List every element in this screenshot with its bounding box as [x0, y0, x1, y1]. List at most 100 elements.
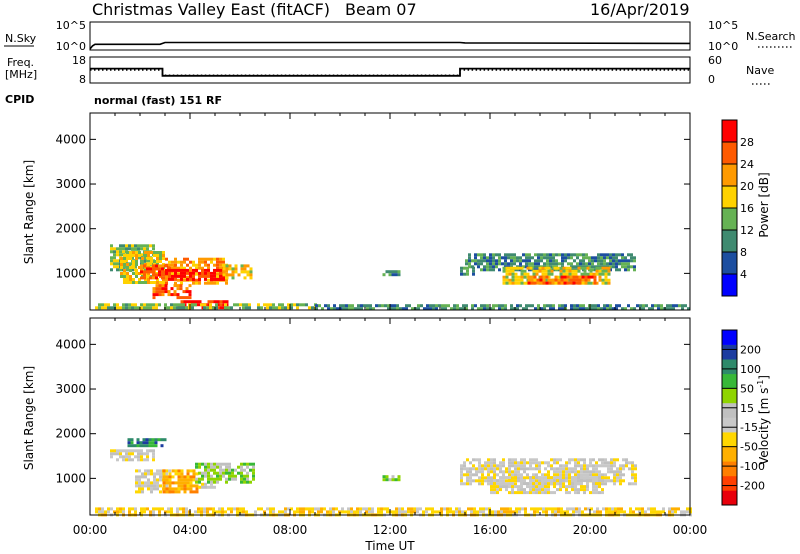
velocity-cell [544, 479, 547, 483]
velocity-cell [125, 455, 128, 459]
power-cell [143, 273, 146, 277]
velocity-cell [228, 471, 231, 475]
velocity-cell [119, 507, 122, 511]
freq-series [90, 67, 690, 77]
power-cell [468, 253, 471, 257]
power-cell [126, 281, 129, 284]
power-cell [170, 287, 174, 291]
velocity-cell [668, 510, 671, 514]
power-cell [192, 274, 195, 278]
velocity-cell [478, 461, 481, 465]
power-cell [207, 300, 211, 304]
velocity-cell [538, 461, 541, 465]
power-cell [269, 306, 272, 310]
velocity-cell [296, 507, 299, 511]
velocity-cell [541, 488, 544, 492]
velocity-cell [499, 476, 502, 480]
velocity-cell [174, 487, 178, 491]
velocity-cell [204, 482, 207, 486]
velocity-cell [119, 510, 122, 514]
power-cell [162, 257, 165, 260]
power-cell [471, 259, 474, 263]
velocity-cell [532, 488, 535, 492]
power-cell [131, 268, 134, 272]
power-cell [161, 276, 164, 280]
velocity-cell [413, 510, 416, 514]
velocity-cell [197, 507, 200, 511]
power-cell [153, 251, 156, 254]
velocity-cell [122, 455, 125, 459]
power-cell [579, 307, 582, 311]
velocity-cell [502, 458, 505, 462]
velocity-cell [127, 444, 131, 448]
velocity-cell [496, 473, 499, 477]
power-cell [540, 253, 543, 257]
power-cell [183, 257, 186, 261]
power-cell [576, 307, 579, 311]
power-cell [207, 266, 210, 270]
velocity-cell [145, 438, 149, 442]
power-cell [189, 277, 192, 281]
velocity-cell [422, 510, 425, 514]
velocity-cell [625, 461, 628, 465]
velocity-cell [547, 491, 550, 495]
velocity-cell [234, 477, 237, 481]
power-cell [480, 256, 483, 260]
power-cell [113, 303, 116, 307]
power-cell [180, 271, 183, 275]
power-cell [213, 263, 216, 267]
power-cell [162, 251, 165, 254]
power-cell [552, 307, 555, 311]
velocity-cell [589, 476, 592, 480]
power-cell [456, 307, 459, 311]
velocity-cell [207, 471, 210, 475]
velocity-cell [488, 507, 491, 511]
velocity-colorbar-segment [722, 373, 737, 389]
velocity-cell [619, 467, 622, 471]
power-cell [435, 307, 438, 311]
velocity-cell [608, 510, 611, 514]
velocity-cell [131, 458, 134, 462]
velocity-cell [622, 458, 625, 462]
power-cell [155, 287, 159, 291]
power-cell [113, 247, 116, 251]
power-cell [152, 306, 155, 310]
velocity-cell [204, 465, 207, 469]
power-cell [153, 281, 156, 284]
power-cell [574, 272, 578, 276]
power-cell [296, 306, 299, 310]
power-cell [595, 272, 599, 276]
power-cell [129, 266, 132, 269]
velocity-colorbar-label: Velocity [m s-1] [756, 375, 771, 465]
velocity-cell [601, 491, 604, 495]
velocity-cell [186, 481, 190, 485]
power-cell [405, 307, 408, 311]
velocity-cell [180, 484, 184, 488]
power-cell [618, 262, 621, 266]
power-cell [228, 273, 232, 277]
velocity-cell [134, 510, 137, 514]
noise-right-bottom-tick: 10^0 [708, 40, 738, 53]
velocity-cell [213, 477, 216, 481]
velocity-cell [401, 510, 404, 514]
velocity-cell [239, 507, 242, 511]
power-cell [143, 276, 146, 280]
velocity-cell [416, 510, 419, 514]
power-cell [104, 303, 107, 307]
velocity-ytick-label: 2000 [55, 427, 86, 441]
power-cell [161, 273, 164, 277]
power-cell [590, 275, 594, 279]
velocity-cell [168, 472, 172, 476]
velocity-cell [195, 465, 198, 469]
velocity-cell [171, 487, 175, 491]
power-cell [423, 307, 426, 311]
power-cell [549, 307, 552, 311]
power-cell [621, 259, 624, 263]
velocity-cell [550, 479, 553, 483]
velocity-cell [177, 472, 181, 476]
velocity-cell [469, 470, 472, 474]
velocity-cell [601, 461, 604, 465]
power-cell [577, 269, 581, 273]
power-cell [606, 253, 609, 257]
velocity-cell [559, 467, 562, 471]
